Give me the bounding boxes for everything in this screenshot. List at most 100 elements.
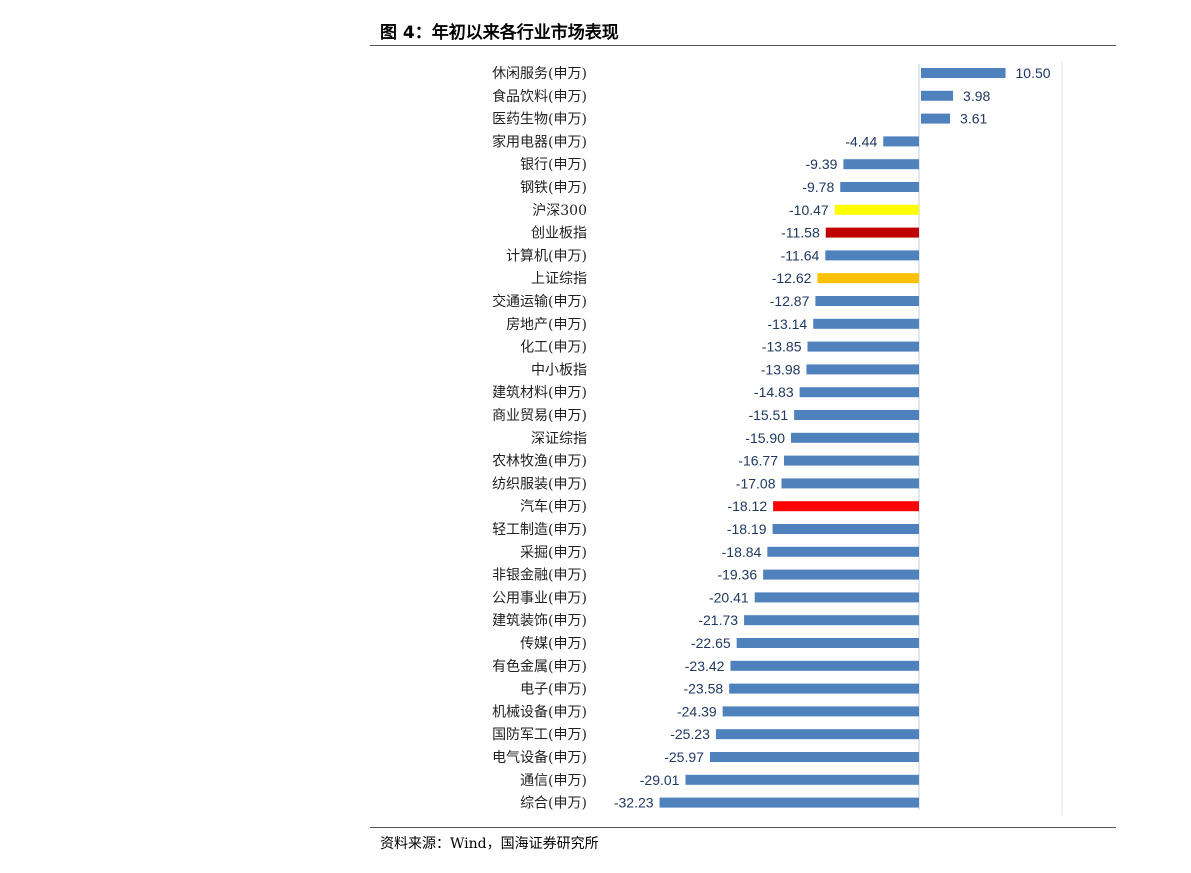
data-label: -23.42 — [685, 658, 725, 674]
data-label: -18.12 — [727, 498, 767, 514]
category-label: 轻工制造(申万) — [492, 522, 587, 538]
data-label: 3.61 — [960, 111, 987, 127]
source-note: 资料来源：Wind，国海证券研究所 — [380, 836, 599, 852]
bar — [659, 797, 919, 808]
data-label: -10.47 — [789, 202, 829, 218]
bar — [722, 706, 919, 717]
data-label: 10.50 — [1016, 65, 1051, 81]
bar — [754, 592, 919, 603]
category-label: 化工(申万) — [520, 340, 587, 356]
data-label: -12.87 — [770, 293, 810, 309]
category-label: 医药生物(申万) — [492, 112, 587, 128]
data-label: -21.73 — [698, 612, 738, 628]
bar — [791, 432, 919, 443]
bar — [794, 410, 919, 420]
bar — [817, 273, 919, 284]
bar — [807, 341, 919, 352]
bar — [834, 204, 919, 215]
bar — [772, 524, 919, 534]
data-label: -15.51 — [748, 407, 788, 423]
category-label: 电子(申万) — [520, 682, 587, 698]
category-label: 交通运输(申万) — [492, 293, 587, 310]
data-label: -15.90 — [745, 430, 785, 446]
bar — [685, 774, 919, 785]
bar — [815, 296, 919, 306]
category-label: 计算机(申万) — [506, 248, 587, 264]
bar — [715, 729, 919, 740]
bar — [883, 136, 919, 147]
bar — [921, 90, 954, 101]
bar — [921, 68, 1006, 78]
bar — [825, 227, 919, 238]
data-label: -11.58 — [781, 225, 820, 241]
category-label: 通信(申万) — [520, 773, 587, 789]
category-label: 农林牧渔(申万) — [492, 454, 587, 470]
category-label: 深证综指 — [531, 431, 587, 447]
category-label: 食品饮料(申万) — [492, 88, 587, 105]
category-label: 传媒(申万) — [520, 636, 587, 652]
bar — [813, 318, 919, 329]
category-label: 休闲服务(申万) — [492, 66, 587, 82]
category-label: 钢铁(申万) — [520, 180, 587, 196]
title-divider — [370, 45, 1116, 46]
data-label: -20.41 — [709, 589, 749, 605]
bar — [825, 250, 919, 261]
category-label: 中小板指 — [531, 362, 587, 378]
bar — [840, 182, 919, 192]
category-label: 电气设备(申万) — [492, 749, 587, 766]
bar — [709, 752, 919, 762]
data-label: -11.64 — [781, 247, 820, 263]
data-label: 3.98 — [963, 88, 990, 104]
bar — [806, 364, 919, 375]
data-label: -22.65 — [691, 635, 731, 651]
bar — [843, 159, 919, 170]
data-label: -13.85 — [762, 339, 802, 355]
bar — [744, 615, 919, 626]
category-label: 国防军工(申万) — [492, 727, 587, 743]
category-label: 创业板指 — [531, 226, 587, 242]
data-label: -25.97 — [664, 749, 704, 765]
source-divider — [370, 827, 1116, 828]
data-label: -13.14 — [768, 316, 808, 332]
category-label: 非银金融(申万) — [492, 568, 587, 584]
bar — [784, 455, 919, 466]
data-label: -19.36 — [717, 567, 757, 583]
category-label: 有色金属(申万) — [492, 658, 587, 675]
data-label: -12.62 — [772, 270, 812, 286]
category-label: 商业贸易(申万) — [492, 408, 587, 424]
category-label: 建筑材料(申万) — [492, 385, 587, 401]
chart-title: 图 4：年初以来各行业市场表现 — [380, 23, 619, 43]
category-label: 综合(申万) — [520, 796, 587, 812]
category-label: 家用电器(申万) — [492, 133, 587, 150]
data-label: -29.01 — [640, 772, 680, 788]
category-label: 沪深300 — [532, 203, 587, 219]
bar — [729, 683, 919, 694]
category-label: 银行(申万) — [520, 157, 587, 173]
data-label: -23.58 — [683, 681, 723, 697]
data-label: -32.23 — [614, 795, 654, 811]
bar — [799, 387, 919, 398]
data-label: -18.84 — [722, 544, 762, 560]
data-label: -24.39 — [677, 703, 717, 719]
bar — [773, 501, 919, 512]
data-label: -25.23 — [670, 726, 710, 742]
bar — [921, 113, 951, 124]
category-label: 纺织服装(申万) — [492, 476, 587, 492]
category-label: 房地产(申万) — [506, 317, 587, 333]
category-label: 上证综指 — [531, 271, 587, 287]
bar — [763, 569, 919, 580]
category-label: 机械设备(申万) — [492, 703, 587, 720]
data-label: -14.83 — [754, 384, 794, 400]
data-label: -4.44 — [845, 133, 877, 149]
category-label: 公用事业(申万) — [492, 590, 587, 606]
data-label: -9.39 — [805, 156, 837, 172]
category-label: 汽车(申万) — [520, 498, 587, 515]
category-label: 采掘(申万) — [520, 545, 587, 561]
category-label: 建筑装饰(申万) — [492, 613, 587, 629]
data-label: -18.19 — [727, 521, 767, 537]
data-label: -17.08 — [736, 475, 776, 491]
bar — [767, 546, 919, 557]
bar — [730, 660, 919, 671]
data-label: -13.98 — [761, 361, 801, 377]
